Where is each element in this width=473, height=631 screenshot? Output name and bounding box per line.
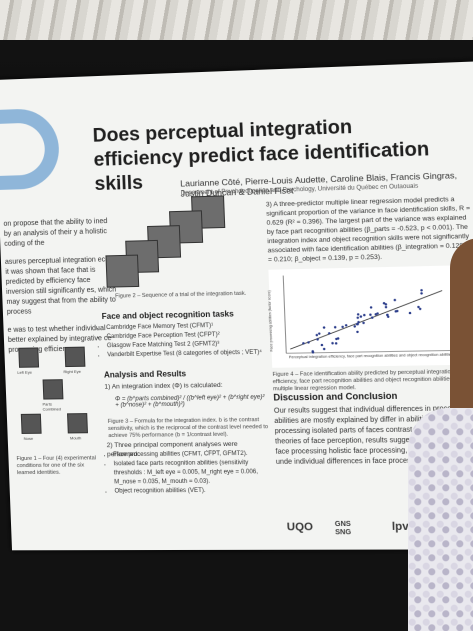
analysis-step-1: 1) An integration index (Φ) is calculate… [104,380,269,392]
scatter-point [369,314,372,317]
scatter-point [360,315,363,318]
task-item: Vanderbilt Expertise Test (8 categories … [107,348,272,360]
scatter-point [409,312,412,315]
scatter-point [420,292,423,295]
person-shirt [408,408,473,631]
scatter-point [331,342,334,345]
person-hair [450,238,473,428]
face-part-image [18,347,39,367]
scatter-point [323,348,326,351]
scatter-point [417,306,420,309]
face-part-image [64,347,85,367]
scatter-point [420,289,423,292]
face-part-image [67,413,88,433]
intro-paragraph: asures perceptual integration eces, it w… [5,255,118,318]
scatter-point [419,308,422,311]
scatter-point [318,332,321,335]
uqo-logo: UQO [287,521,314,533]
scatter-point [341,326,344,329]
face-label: Mouth [70,435,81,440]
scatter-point [394,299,397,302]
scatter-point [356,317,359,320]
face-label: Parts Combined [42,401,67,411]
face-part-image [43,379,64,399]
face-label: Nose [24,436,34,441]
scatter-point [345,324,348,327]
face-conditions-figure: Left Eye Right Eye Parts Combined Nose M… [10,347,92,453]
scatter-point [370,306,373,309]
regression-scatterplot: Face processing abilities (factor score)… [268,265,458,367]
research-poster: Does perceptual integration efficiency p… [0,61,473,550]
analysis-heading: Analysis and Results [104,369,186,379]
face-label: Left Eye [17,370,32,375]
scatter-point [356,331,359,334]
scatter-point [357,313,360,316]
face-part-image [21,414,42,434]
scatter-point [353,325,356,328]
scatter-point [362,322,365,325]
tasks-list: Cambridge Face Memory Test (CFMT)¹ Cambr… [96,321,272,361]
scatter-point [385,306,388,309]
poster-footer: UQO GNS SNG lpvs-uc [11,512,473,550]
scatter-point [321,344,324,347]
pca-item: Object recognition abilities (VET). [114,486,279,496]
scatter-point [334,326,337,329]
scatter-point [316,334,319,337]
trial-sequence-figure [103,195,250,290]
regression-result: 3) A three-predictor multiple linear reg… [266,194,473,264]
scatter-point [335,342,338,345]
scatterplot-caption: Figure 4 – Face identification ability p… [272,369,473,394]
face-label: Right Eye [63,369,81,374]
trial-sequence-caption: Figure 2 – Sequence of a trial of the in… [115,291,249,301]
discussion-heading: Discussion and Conclusion [273,391,397,403]
pca-item: Isolated face parts recognition abilitie… [113,459,279,488]
face-conditions-caption: Figure 1 – Four (4) experimental conditi… [16,455,101,477]
university-logo-graphic [0,108,60,191]
formula-caption: Figure 3 – Formula for the integration i… [108,417,269,440]
intro-paragraph: on propose that the ability to ined by a… [3,217,115,250]
scatter-point [363,314,366,317]
scatter-point [323,326,326,329]
gns-logo: GNS SNG [335,521,363,538]
integration-formula: Φ = (b^parts combined)² / ((b^left eye)²… [115,394,270,408]
tasks-heading: Face and object recognition tasks [102,309,234,321]
pca-list: Face processing abilities (CFMT, CFPT, G… [103,450,279,497]
stimulus-frame [105,255,139,288]
